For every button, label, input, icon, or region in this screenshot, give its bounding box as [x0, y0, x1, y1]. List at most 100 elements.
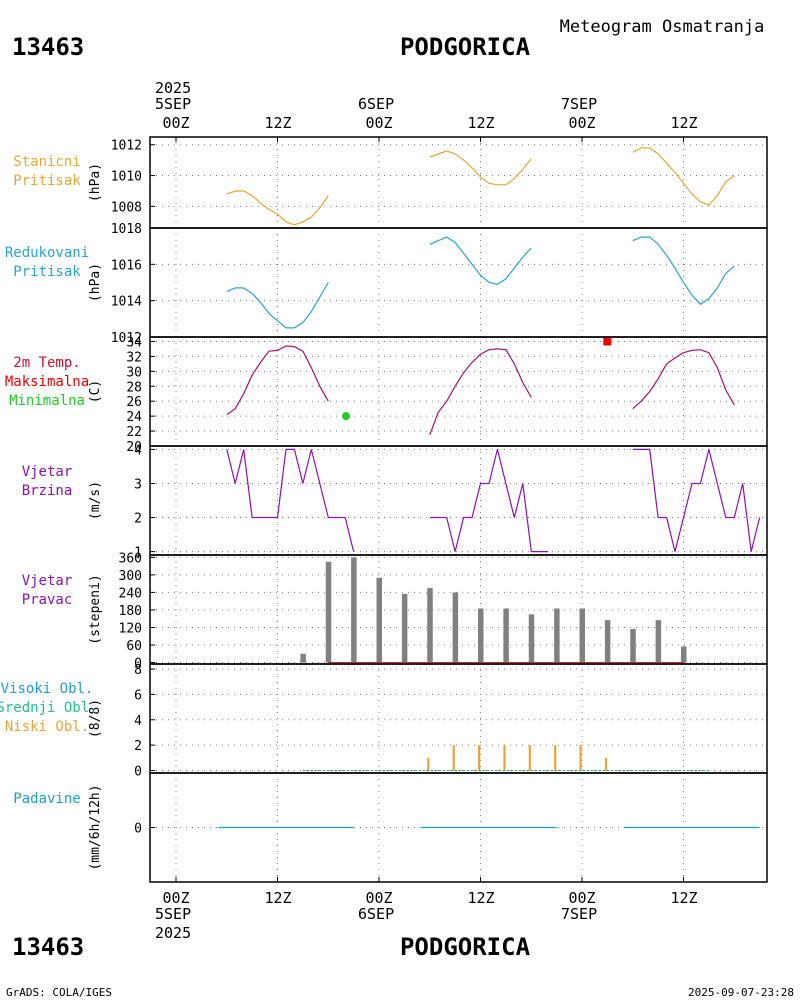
top-date-day2: 6SEP [358, 95, 394, 113]
clouds-panel-label: Visoki Obl. [1, 681, 94, 697]
wind-direction-bar [604, 620, 611, 663]
bottom-tick-00z-day3: 00Z [568, 889, 595, 907]
reduced_pressure-panel-frame [149, 227, 768, 338]
temperature-ytick-label: 24 [126, 410, 142, 425]
bottom-date-day1: 5SEP [155, 905, 191, 923]
wind_direction-ytick-label: 60 [126, 639, 142, 654]
clouds-panel-label: Niski Obl. [5, 719, 89, 735]
reduced_pressure-series-line [226, 282, 329, 329]
wind-direction-bar [376, 577, 382, 663]
wind-direction-bar [300, 653, 306, 663]
cloud-bar-niski [604, 757, 608, 771]
reduced_pressure-ylabel: (hPa) [88, 263, 103, 302]
top-date-day1: 5SEP [155, 95, 191, 113]
footer-credit: GrADS: COLA/IGES [6, 986, 112, 999]
cloud-bar-niski [427, 757, 430, 771]
reduced_pressure-ytick-label: 1018 [111, 222, 142, 237]
reduced_pressure-ytick-label: 1014 [111, 295, 142, 310]
wind_speed-series-line [344, 517, 355, 552]
temperature-ytick-label: 26 [126, 395, 142, 410]
precipitation-panel-label: Padavine [13, 791, 80, 807]
bottom-tick-00z-day2: 00Z [365, 889, 392, 907]
wind_speed-series-line [226, 448, 346, 519]
reduced_pressure-ytick-label: 1016 [111, 258, 142, 273]
tmin-marker [342, 412, 351, 421]
top-tick-00z-day2: 00Z [365, 114, 392, 132]
station_pressure-panel-frame [149, 136, 768, 229]
top-year: 2025 [155, 79, 191, 97]
temperature-ytick-label: 22 [126, 425, 142, 440]
wind-direction-bar [655, 620, 662, 663]
reduced_pressure-panel-label: Redukovani [5, 245, 89, 261]
station_pressure-panel-label: Pritisak [13, 173, 81, 189]
wind-direction-bar [681, 646, 687, 663]
station_pressure-panel-label: Stanicni [13, 154, 80, 170]
wind_direction-ytick-label: 240 [119, 586, 142, 601]
bottom-year: 2025 [155, 924, 191, 942]
station-id: 13463 [12, 33, 84, 61]
cloud-bar-niski [452, 745, 455, 771]
station_pressure-ylabel: (hPa) [88, 163, 103, 202]
top-tick-00z-day3: 00Z [568, 114, 595, 132]
wind_speed-series-line [632, 448, 752, 552]
precipitation-panel-frame [149, 772, 768, 883]
wind_direction-ylabel: (stepeni) [88, 574, 103, 644]
cloud-bar-niski [528, 745, 531, 771]
bottom-tick-00z-day1: 00Z [162, 889, 189, 907]
footer-station-id: 13463 [12, 933, 84, 961]
clouds-panel-frame [149, 663, 768, 774]
reduced_pressure-panel-label: Pritisak [13, 264, 81, 280]
clouds-panel-label: Srednji Obl. [0, 700, 98, 716]
wind_direction-ytick-label: 300 [119, 569, 142, 584]
temperature-ytick-label: 34 [126, 335, 142, 350]
wind-direction-bar [630, 628, 636, 663]
temperature-ylabel: (C) [88, 380, 103, 403]
cloud-bar-niski [579, 745, 582, 771]
wind-direction-bar [528, 614, 535, 663]
cloud-bar-niski [554, 745, 557, 771]
wind_direction-panel-frame [149, 554, 768, 665]
temperature-series-line [226, 345, 329, 416]
wind_speed-ytick-label: 1 [134, 546, 142, 561]
clouds-ytick-label: 2 [134, 739, 142, 754]
wind_direction-panel-label: Pravac [22, 592, 73, 608]
top-tick-00z-day1: 00Z [162, 114, 189, 132]
reduced_pressure-series-line [429, 236, 532, 285]
clouds-ytick-label: 0 [134, 764, 142, 779]
wind-direction-bar [351, 557, 357, 663]
wind_direction-ytick-label: 360 [119, 551, 142, 566]
clouds-ytick-label: 4 [134, 714, 142, 729]
clouds-ytick-label: 8 [134, 663, 142, 678]
clouds-ylabel: (8/8) [88, 699, 103, 738]
top-tick-12z-day1: 12Z [264, 114, 291, 132]
station_pressure-ytick-label: 1010 [111, 170, 142, 185]
wind-direction-bar [325, 561, 332, 663]
top-tick-12z-day3: 12Z [670, 114, 697, 132]
wind-direction-bar [478, 608, 484, 663]
wind_direction-panel-label: Vjetar [22, 573, 73, 589]
temperature-ytick-label: 30 [126, 365, 142, 380]
wind_speed-ytick-label: 2 [134, 512, 142, 527]
precipitation-ylabel: (mm/6h/12h) [88, 784, 103, 870]
wind-direction-bar [427, 588, 433, 663]
wind-direction-bar [503, 608, 509, 663]
bottom-date-day3: 7SEP [561, 905, 597, 923]
temperature-ytick-label: 20 [126, 440, 142, 455]
temperature-ytick-label: 28 [126, 380, 142, 395]
precipitation-ytick-label: 0 [134, 822, 142, 837]
cloud-bar-niski [503, 745, 506, 771]
bottom-tick-12z-day3: 12Z [670, 889, 697, 907]
wind_speed-panel-label: Vjetar [22, 464, 73, 480]
reduced_pressure-series-line [632, 236, 735, 306]
station_pressure-ytick-label: 1008 [111, 200, 142, 215]
station_pressure-series-line [429, 150, 532, 186]
station_pressure-series-line [226, 190, 329, 226]
temperature-panel-label: 2m Temp. [13, 355, 80, 371]
wind_direction-ytick-label: 180 [119, 604, 142, 619]
temperature-series-line [632, 349, 735, 410]
reduced_pressure-ytick-label: 1012 [111, 331, 142, 346]
wind-direction-bar [554, 608, 560, 663]
wind_speed-series-line [750, 517, 761, 552]
top-date-day3: 7SEP [561, 95, 597, 113]
